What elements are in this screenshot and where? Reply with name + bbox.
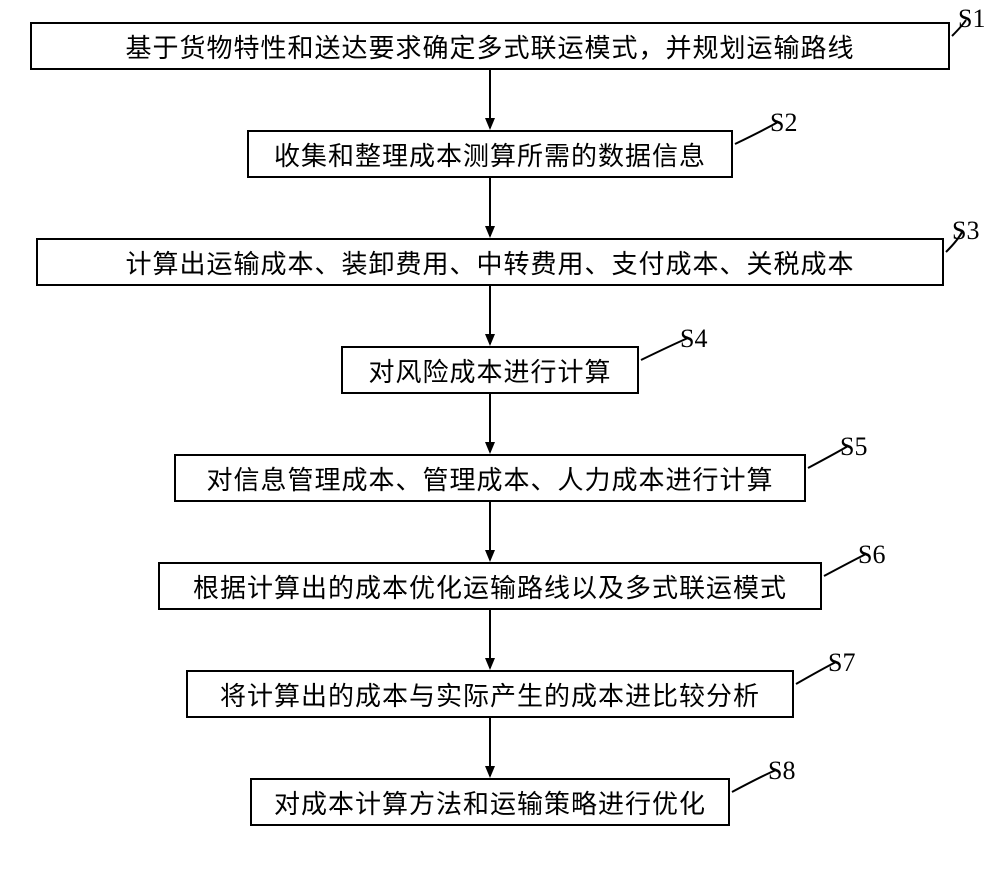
step-text: 计算出运输成本、装卸费用、中转费用、支付成本、关税成本 (125, 244, 854, 281)
step-label-s7: S7 (828, 648, 855, 678)
step-text: 收集和整理成本测算所需的数据信息 (274, 136, 706, 173)
step-box-s1: 基于货物特性和送达要求确定多式联运模式，并规划运输路线 (30, 22, 950, 70)
step-box-s6: 根据计算出的成本优化运输路线以及多式联运模式 (158, 562, 822, 610)
step-label-s2: S2 (770, 108, 797, 138)
step-label-s3: S3 (952, 216, 979, 246)
step-label-s1: S1 (958, 4, 985, 34)
flowchart-canvas: 基于货物特性和送达要求确定多式联运模式，并规划运输路线 S1 收集和整理成本测算所需… (0, 0, 1000, 874)
step-box-s4: 对风险成本进行计算 (341, 346, 639, 394)
step-box-s5: 对信息管理成本、管理成本、人力成本进行计算 (174, 454, 806, 502)
step-text: 将计算出的成本与实际产生的成本进比较分析 (220, 676, 760, 713)
step-text: 对成本计算方法和运输策略进行优化 (274, 784, 706, 821)
step-label-s5: S5 (840, 432, 867, 462)
step-label-s4: S4 (680, 324, 707, 354)
step-label-s6: S6 (858, 540, 885, 570)
step-box-s8: 对成本计算方法和运输策略进行优化 (250, 778, 730, 826)
step-box-s2: 收集和整理成本测算所需的数据信息 (247, 130, 733, 178)
step-text: 对信息管理成本、管理成本、人力成本进行计算 (206, 460, 773, 497)
step-text: 根据计算出的成本优化运输路线以及多式联运模式 (193, 568, 787, 605)
step-text: 基于货物特性和送达要求确定多式联运模式，并规划运输路线 (125, 28, 854, 65)
step-box-s7: 将计算出的成本与实际产生的成本进比较分析 (186, 670, 794, 718)
step-box-s3: 计算出运输成本、装卸费用、中转费用、支付成本、关税成本 (36, 238, 944, 286)
step-label-s8: S8 (768, 756, 795, 786)
step-text: 对风险成本进行计算 (368, 352, 611, 389)
